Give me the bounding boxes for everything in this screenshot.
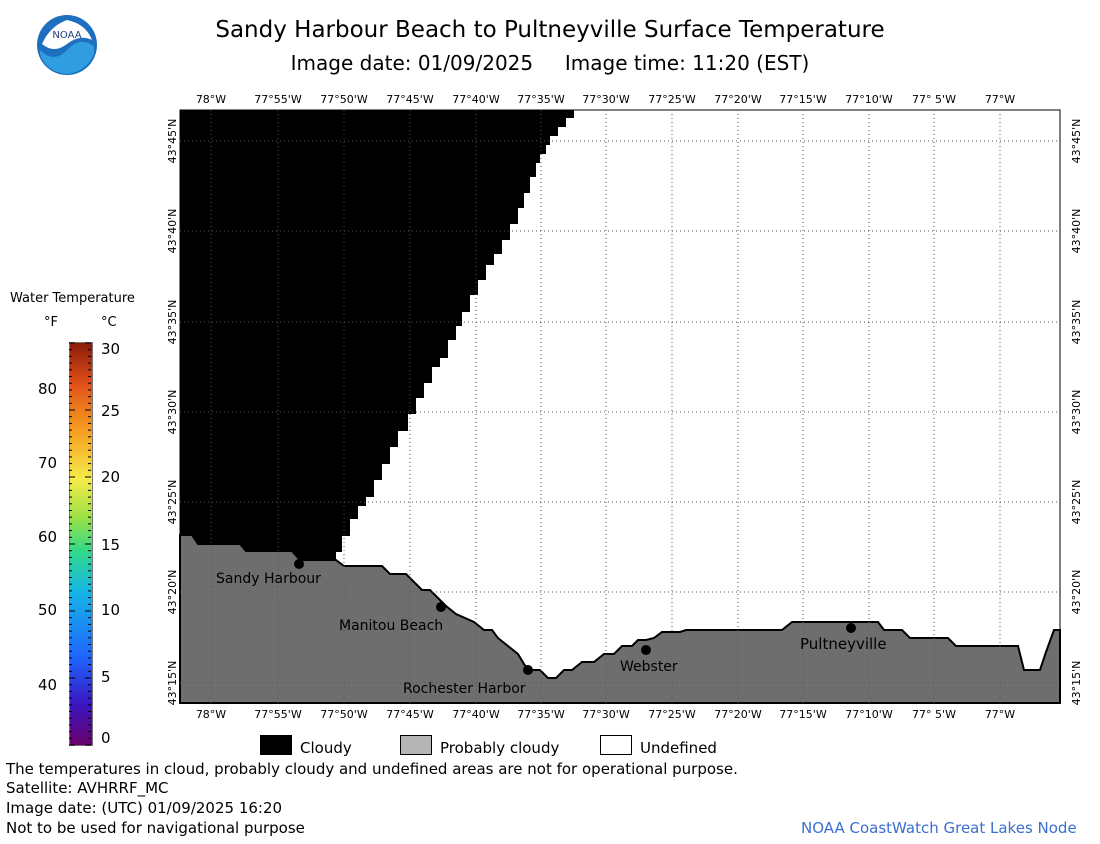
longitude-label: 77°W (985, 708, 1015, 721)
probably-cloudy-swatch (400, 735, 432, 755)
latitude-labels-left: 43°45'N 43°40'N 43°35'N 43°30'N 43°25'N 43°20… (166, 119, 179, 706)
navigation-warning: Not to be used for navigational purpose (6, 819, 305, 837)
colorbar-ticks (69, 342, 91, 746)
longitude-labels-top: 78°W 77°55'W 77°50'W 77°45'W 77°40'W 77°35'W 7… (196, 93, 1015, 106)
c-tick-label: 10 (101, 601, 121, 619)
place-marker (523, 665, 533, 675)
longitude-label: 78°W (196, 93, 226, 106)
place-label: Manitou Beach (339, 618, 443, 634)
place-label: Pultneyville (800, 635, 887, 653)
place-webster: Webster (620, 645, 678, 675)
longitude-label: 77°30'W (582, 93, 630, 106)
image-date-time: Image date: 01/09/2025 Image time: 11:20… (290, 51, 810, 75)
longitude-label: 77°W (985, 93, 1015, 106)
longitude-label: 77°50'W (320, 93, 368, 106)
cloudy-swatch (260, 735, 292, 755)
place-label: Rochester Harbor (403, 681, 526, 697)
unit-fahrenheit: °F (44, 315, 58, 330)
latitude-label: 43°30'N (1070, 390, 1083, 435)
longitude-label: 77°20'W (714, 708, 762, 721)
longitude-label: 77°50'W (320, 708, 368, 721)
longitude-label: 77°40'W (452, 93, 500, 106)
place-marker (846, 623, 856, 633)
longitude-labels-bottom: 78°W 77°55'W 77°50'W 77°45'W 77°40'W 77°35'W 7… (196, 708, 1015, 721)
place-pultneyville: Pultneyville (800, 623, 887, 653)
place-manitou-beach: Manitou Beach (339, 602, 446, 634)
longitude-label: 77°40'W (452, 708, 500, 721)
longitude-label: 77°10'W (845, 708, 893, 721)
place-label: Webster (620, 659, 678, 675)
satellite-text: Satellite: AVHRRF_MC (6, 779, 169, 797)
coastwatch-credit: NOAA CoastWatch Great Lakes Node (801, 819, 1077, 837)
undefined-label: Undefined (640, 739, 717, 757)
longitude-label: 77°55'W (254, 708, 302, 721)
latitude-label: 43°15'N (166, 661, 179, 706)
latitude-label: 43°45'N (166, 119, 179, 164)
latitude-label: 43°25'N (1070, 480, 1083, 525)
longitude-label: 77° 5'W (912, 93, 956, 106)
unit-celsius: °C (101, 315, 117, 330)
place-sandy-harbour: Sandy Harbour (216, 559, 321, 587)
c-tick-label: 30 (101, 340, 121, 358)
longitude-label: 77°15'W (779, 708, 827, 721)
longitude-label: 77°25'W (648, 708, 696, 721)
longitude-label: 77°55'W (254, 93, 302, 106)
place-marker (641, 645, 651, 655)
undefined-swatch (600, 735, 632, 755)
longitude-label: 77° 5'W (912, 708, 956, 721)
f-tick-label: 80 (38, 380, 58, 398)
latitude-label: 43°35'N (166, 300, 179, 345)
land-area (179, 534, 1061, 704)
f-tick-label: 70 (38, 454, 58, 472)
longitude-label: 77°45'W (386, 708, 434, 721)
temperature-map: 78°W 77°55'W 77°50'W 77°45'W 77°40'W 77°35'W 7… (166, 93, 1083, 721)
f-tick-label: 50 (38, 601, 58, 619)
page-title: Sandy Harbour Beach to Pultneyville Surf… (215, 17, 885, 43)
cloudy-label: Cloudy (300, 739, 352, 757)
legend-title: Water Temperature (10, 291, 135, 306)
latitude-label: 43°35'N (1070, 300, 1083, 345)
f-tick-label: 40 (38, 676, 58, 694)
utc-date-text: Image date: (UTC) 01/09/2025 16:20 (6, 799, 283, 817)
c-tick-label: 20 (101, 468, 121, 486)
longitude-label: 77°35'W (517, 708, 565, 721)
noaa-logo: NOAA (37, 15, 97, 75)
map-grid (180, 110, 1060, 703)
latitude-label: 43°30'N (166, 390, 179, 435)
latitude-labels-right: 43°45'N 43°40'N 43°35'N 43°30'N 43°25'N 43°20… (1070, 119, 1083, 706)
latitude-label: 43°25'N (166, 480, 179, 525)
latitude-label: 43°15'N (1070, 661, 1083, 706)
logo-text: NOAA (52, 30, 81, 41)
longitude-label: 77°15'W (779, 93, 827, 106)
f-tick-label: 60 (38, 528, 58, 546)
latitude-label: 43°20'N (1070, 570, 1083, 615)
place-rochester-harbor: Rochester Harbor (403, 665, 533, 697)
place-label: Sandy Harbour (216, 571, 321, 587)
longitude-label: 77°25'W (648, 93, 696, 106)
longitude-label: 77°30'W (582, 708, 630, 721)
place-marker (436, 602, 446, 612)
longitude-label: 77°20'W (714, 93, 762, 106)
disclaimer-text: The temperatures in cloud, probably clou… (6, 760, 738, 778)
c-tick-label: 25 (101, 402, 121, 420)
c-tick-label: 15 (101, 536, 121, 554)
latitude-label: 43°40'N (1070, 209, 1083, 254)
longitude-label: 77°10'W (845, 93, 893, 106)
longitude-label: 78°W (196, 708, 226, 721)
latitude-label: 43°45'N (1070, 119, 1083, 164)
latitude-label: 43°40'N (166, 209, 179, 254)
c-tick-label: 5 (101, 668, 111, 686)
c-tick-label: 0 (101, 729, 111, 747)
longitude-label: 77°35'W (517, 93, 565, 106)
probably-cloudy-label: Probably cloudy (440, 739, 560, 757)
place-marker (294, 559, 304, 569)
latitude-label: 43°20'N (166, 570, 179, 615)
longitude-label: 77°45'W (386, 93, 434, 106)
